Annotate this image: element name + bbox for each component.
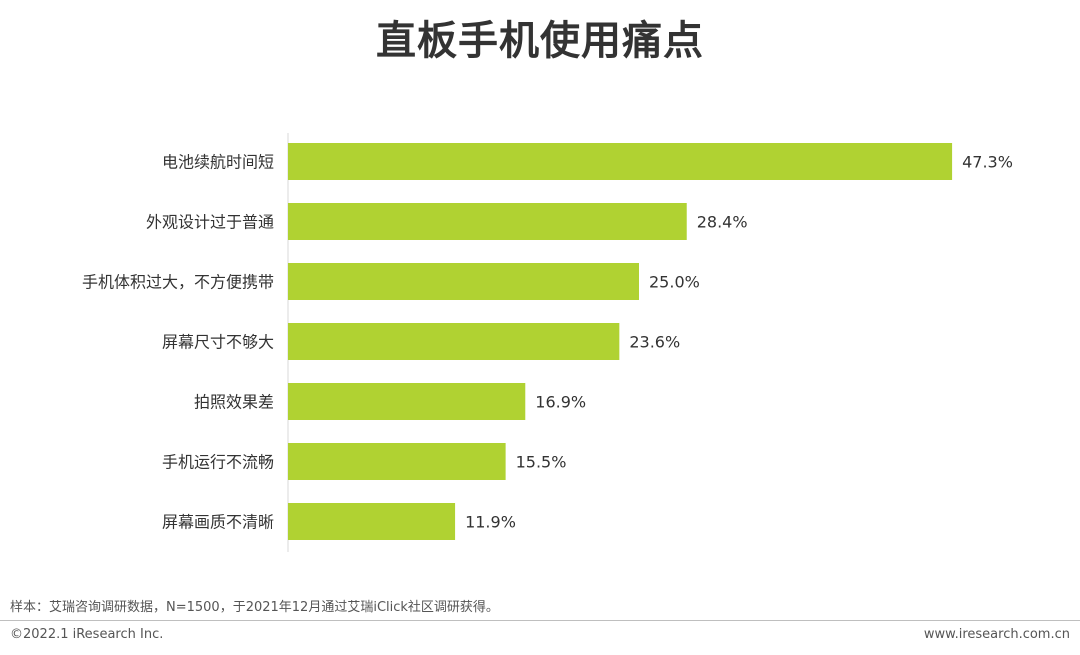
value-label: 11.9% xyxy=(465,513,516,532)
value-label: 28.4% xyxy=(697,213,748,232)
bar-3 xyxy=(288,323,620,360)
bar-4 xyxy=(288,383,526,420)
website-link[interactable]: www.iresearch.com.cn xyxy=(923,627,1070,642)
chart-title: 直板手机使用痛点 xyxy=(376,18,704,64)
sample-note: 样本：艾瑞咨询调研数据，N=1500，于2021年12月通过艾瑞iClick社区… xyxy=(10,600,499,615)
value-label: 16.9% xyxy=(535,393,586,412)
bar-chart: 电池续航时间短 47.3% 外观设计过于普通 28.4% 手机体积过大，不方便携带 25.… xyxy=(82,133,1013,552)
footer-divider xyxy=(0,620,1080,621)
value-label: 23.6% xyxy=(629,333,680,352)
category-label: 手机运行不流畅 xyxy=(162,453,274,472)
bars-group: 电池续航时间短 47.3% 外观设计过于普通 28.4% 手机体积过大，不方便携带 25.… xyxy=(82,143,1013,540)
value-label: 15.5% xyxy=(516,453,567,472)
bar-5 xyxy=(288,443,506,480)
value-label: 25.0% xyxy=(649,273,700,292)
category-label: 电池续航时间短 xyxy=(162,153,274,172)
value-label: 47.3% xyxy=(962,153,1013,172)
bar-0 xyxy=(288,143,953,180)
category-label: 屏幕画质不清晰 xyxy=(162,513,274,532)
category-label: 外观设计过于普通 xyxy=(146,213,274,232)
copyright-text: ©2022.1 iResearch Inc. xyxy=(10,627,164,642)
category-label: 手机体积过大，不方便携带 xyxy=(82,273,274,292)
bar-1 xyxy=(288,203,687,240)
bar-6 xyxy=(288,503,456,540)
category-label: 拍照效果差 xyxy=(194,393,274,412)
category-label: 屏幕尺寸不够大 xyxy=(162,333,274,352)
bar-2 xyxy=(288,263,639,300)
